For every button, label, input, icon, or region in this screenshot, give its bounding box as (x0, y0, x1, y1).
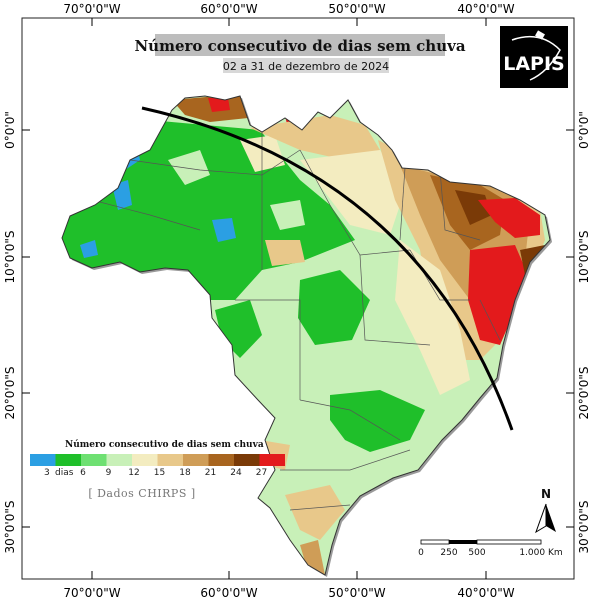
legend-first-unit: dias (55, 468, 74, 478)
lon-tick-top-60w: 60°0'0"W (200, 2, 257, 16)
lon-tick-top-70w: 70°0'0"W (63, 2, 120, 16)
map-title: Número consecutivo de dias sem chuva (134, 37, 465, 55)
region-roraima-red (208, 98, 230, 112)
lon-tick-bottom-40w: 40°0'0"W (457, 586, 514, 600)
scale-bar: 0 250 500 1.000 Km (418, 539, 563, 558)
region-ne-deep (455, 190, 492, 225)
legend: Número consecutivo de dias sem chuva 3 d… (30, 439, 285, 500)
north-label: N (541, 487, 551, 501)
map-subtitle: 02 a 31 de dezembro de 2024 (223, 60, 389, 73)
longitude-ticks (91, 18, 487, 579)
legend-swatch (157, 454, 183, 466)
subtitle-background (223, 58, 389, 73)
region-ne-red-north (478, 198, 540, 238)
dry-region-boundary-line (141, 106, 514, 431)
region-roraima-dry (172, 96, 248, 122)
region-blue-3 (212, 218, 236, 242)
lapis-logo-text: LAPIS (503, 53, 565, 75)
legend-swatch (259, 454, 285, 466)
satellite-orbit-icon (511, 35, 561, 81)
legend-swatch (30, 454, 56, 466)
lon-tick-top-40w: 40°0'0"W (457, 2, 514, 16)
lon-tick-bottom-60w: 60°0'0"W (200, 586, 257, 600)
lon-tick-top-50w: 50°0'0"W (328, 2, 385, 16)
region-light-1 (168, 150, 210, 185)
lat-tick-left-30s: 30°0'0"S (3, 501, 17, 554)
legend-swatches (30, 454, 285, 466)
country-outline (61, 95, 551, 576)
legend-label: 24 (230, 468, 242, 478)
legend-swatch (55, 454, 81, 466)
region-south-brown (300, 540, 325, 575)
lat-tick-right-0: 0°0'0" (577, 111, 591, 149)
legend-swatch (183, 454, 209, 466)
satellite-icon (535, 30, 545, 40)
scale-label-1000km: 1.000 Km (519, 548, 562, 558)
legend-label: 21 (205, 468, 216, 478)
region-south-tan (285, 485, 345, 540)
region-blue-4 (80, 240, 98, 258)
region-mato-grosso-tan (265, 240, 305, 266)
lat-tick-left-10s: 10°0'0"S (3, 231, 17, 284)
state-borders (91, 132, 501, 511)
scale-label-500: 500 (468, 548, 485, 558)
lat-tick-right-10s: 10°0'0"S (577, 231, 591, 284)
scale-label-0: 0 (418, 548, 424, 558)
lat-tick-left-0: 0°0'0" (3, 111, 17, 149)
legend-swatch (106, 454, 132, 466)
legend-label: 15 (154, 468, 165, 478)
legend-swatch (81, 454, 107, 466)
legend-label: 18 (179, 468, 191, 478)
legend-title: Número consecutivo de dias sem chuva (65, 439, 264, 450)
legend-swatch (132, 454, 158, 466)
lon-tick-bottom-50w: 50°0'0"W (328, 586, 385, 600)
region-south-green (330, 390, 425, 452)
legend-swatch (208, 454, 234, 466)
lon-tick-bottom-70w: 70°0'0"W (63, 586, 120, 600)
latitude-ticks (22, 129, 574, 528)
legend-label: 27 (256, 468, 267, 478)
region-para-beige (300, 150, 405, 235)
legend-label: 9 (106, 468, 112, 478)
legend-label: 6 (80, 468, 86, 478)
lat-tick-left-20s: 20°0'0"S (3, 367, 17, 420)
region-north-tan (250, 115, 380, 160)
lat-tick-right-30s: 30°0'0"S (577, 501, 591, 554)
north-arrow: N (535, 487, 556, 534)
region-ne-red-south (468, 245, 528, 345)
legend-labels: 6 9 12 15 18 21 24 27 (80, 468, 267, 478)
region-light-3 (270, 200, 305, 230)
scale-label-250: 250 (440, 548, 457, 558)
title-background (155, 34, 445, 56)
region-center-green (298, 270, 370, 345)
data-source-label: [ Dados CHIRPS ] (88, 487, 195, 500)
lapis-logo: LAPIS (500, 26, 568, 88)
region-central-beige (395, 240, 470, 395)
legend-swatch (234, 454, 260, 466)
legend-first-label: 3 (44, 468, 50, 478)
legend-label: 12 (128, 468, 139, 478)
lat-tick-right-20s: 20°0'0"S (577, 367, 591, 420)
